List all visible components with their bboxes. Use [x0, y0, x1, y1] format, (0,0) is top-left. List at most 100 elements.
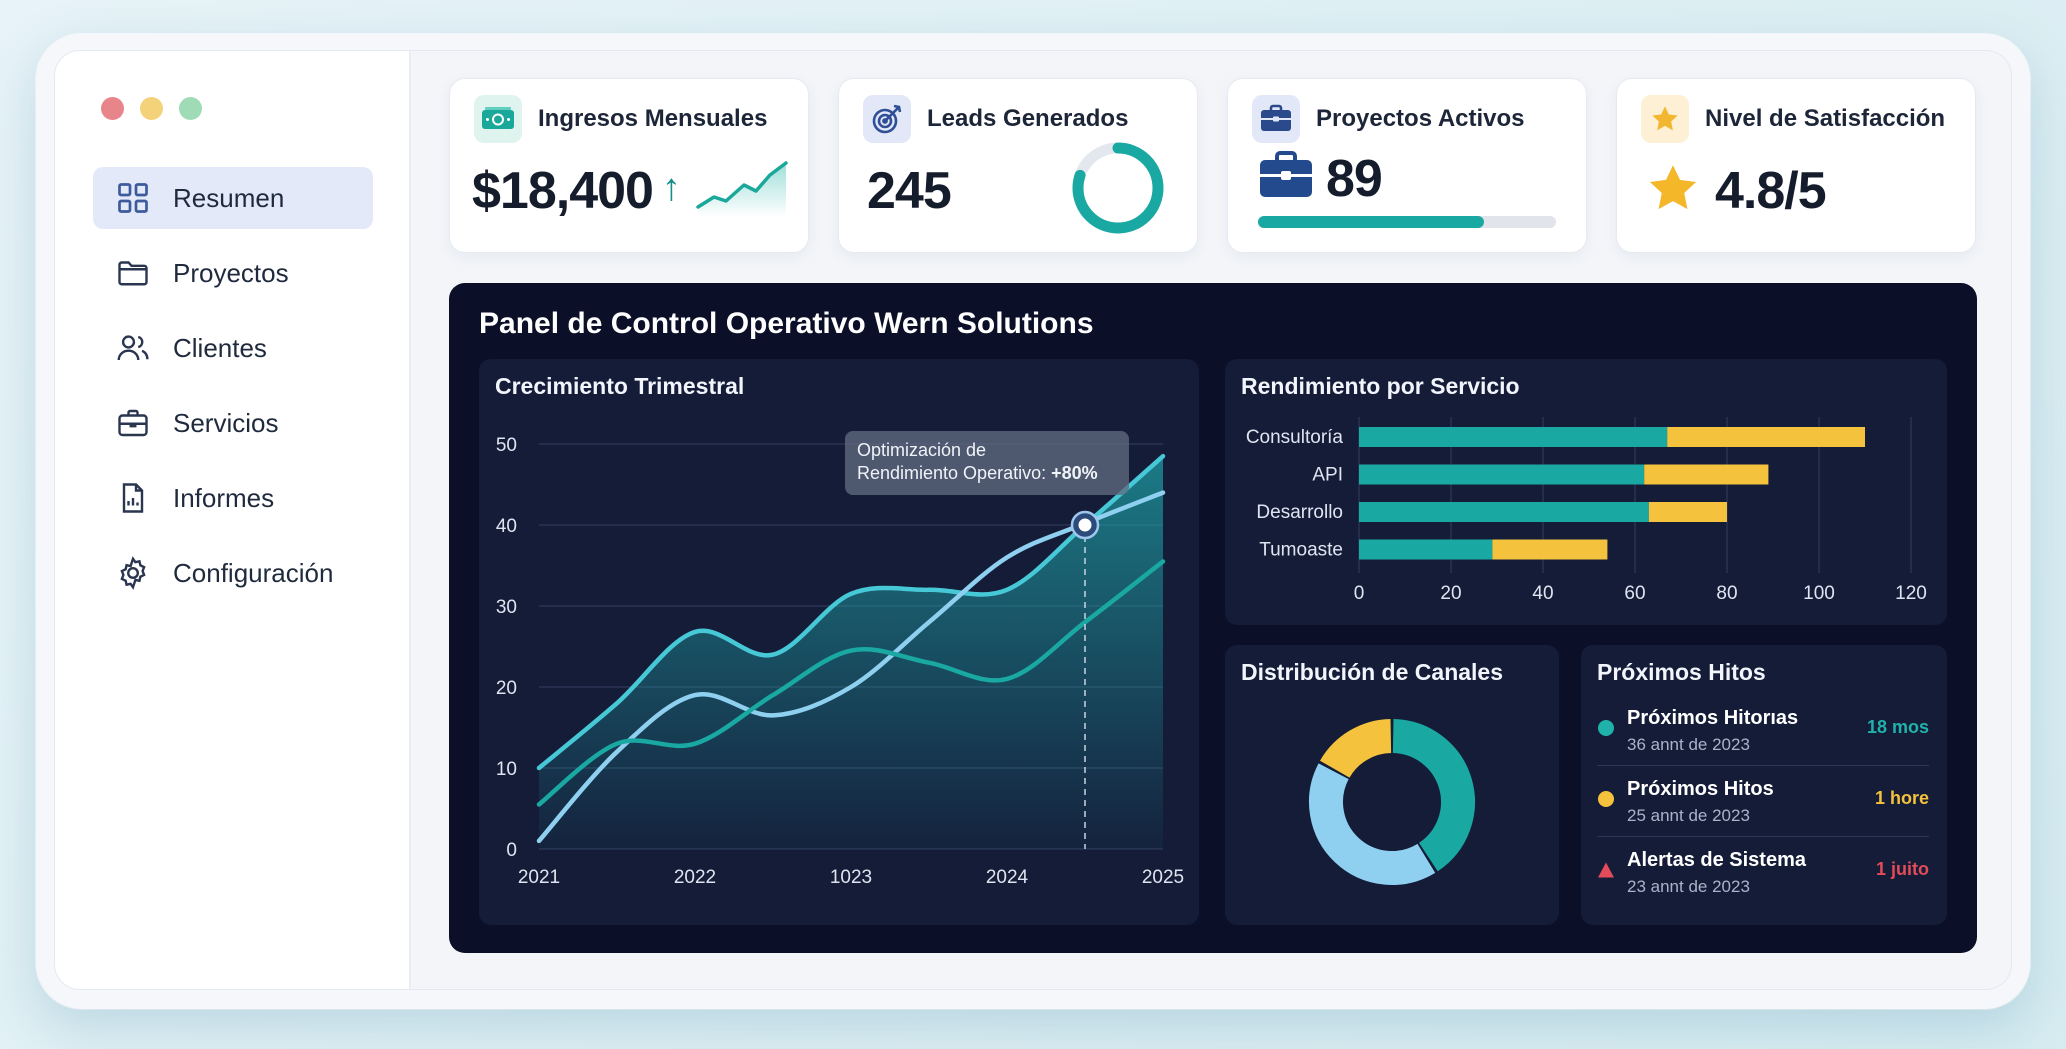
report-icon: [122, 483, 144, 513]
x-tick-label: 2021: [518, 867, 560, 888]
x-tick-label: 120: [1895, 583, 1927, 604]
folder-icon: [118, 261, 148, 286]
minimize-dot[interactable]: [140, 97, 163, 120]
kpi-value: 245: [867, 162, 952, 220]
x-tick-label: 0: [1354, 583, 1365, 604]
operations-panel: Panel de Control Operativo Wern Solution…: [449, 283, 1977, 953]
milestone-item[interactable]: Próximos Hitos 25 annt de 2023 1 hore: [1597, 776, 1929, 846]
milestone-time: 1 juito: [1876, 859, 1929, 879]
service-chart-title: Rendimiento por Servicio: [1241, 373, 1520, 399]
target-icon: [863, 95, 911, 143]
category-label: Consultoría: [1246, 427, 1344, 448]
projects-progress-track: [1258, 216, 1556, 228]
sidebar-item-servicios[interactable]: Servicios: [93, 392, 373, 454]
x-tick-label: 2022: [674, 867, 716, 888]
x-tick-label: 60: [1624, 583, 1645, 604]
kpi-title: Leads Generados: [927, 105, 1129, 132]
x-tick-label: 2025: [1142, 867, 1184, 888]
star-large-icon: [1649, 165, 1697, 210]
app-window: Resumen Proyectos Clientes: [54, 50, 2012, 990]
x-tick-label: 80: [1716, 583, 1737, 604]
donut-slice-2: [1320, 719, 1392, 779]
briefcase-icon: [118, 409, 148, 437]
tooltip-line-2: Rendimiento Operativo: +80%: [857, 462, 1117, 485]
category-label: Tumoaste: [1259, 540, 1343, 561]
status-dot-icon: [1598, 791, 1614, 807]
kpi-satisfaccion-card[interactable]: Nivel de Satisfacción 4.8/5: [1616, 78, 1976, 253]
series-line-0: [536, 453, 1166, 771]
bar-segment-1: [1492, 539, 1608, 560]
chart-tooltip: Optimización de Rendimiento Operativo: +…: [845, 431, 1129, 495]
kpi-ingresos-card[interactable]: Ingresos Mensuales $18,400 ↑: [449, 78, 809, 253]
x-tick-label: 20: [1440, 583, 1461, 604]
bar-segment-1: [1644, 464, 1769, 485]
milestone-title: Próximos Hitorıas: [1627, 707, 1799, 729]
trend-up-icon: ↑: [662, 167, 681, 209]
x-tick-label: 2024: [986, 867, 1029, 888]
milestone-time: 1 hore: [1874, 788, 1929, 808]
milestone-time: 18 mos: [1866, 717, 1929, 737]
kpi-value: 4.8/5: [1715, 162, 1827, 220]
sidebar-item-label: Servicios: [173, 408, 279, 438]
star-icon: [1641, 95, 1689, 143]
x-tick-label: 1023: [830, 867, 872, 888]
service-chart[interactable]: 0 20 40 60 80 100 120 Consultoría API Desarrollo T…: [1225, 359, 1947, 625]
milestone-item[interactable]: Alertas de Sistema 23 annt de 2023 1 jui…: [1597, 847, 1929, 917]
series-line-2: [536, 559, 1166, 807]
growth-chart-card: Crecimiento Trimestral 0 10 20 30 40 50 2021 20…: [479, 359, 1199, 925]
growth-chart[interactable]: 0 10 20 30 40 50 2021 2022 1023 2024 2025: [479, 359, 1199, 925]
category-label: Desarrollo: [1256, 502, 1343, 523]
y-tick-label: 0: [506, 840, 517, 861]
category-label: API: [1312, 465, 1343, 486]
y-tick-label: 50: [496, 435, 517, 456]
kpi-proyectos-card[interactable]: Proyectos Activos 89: [1227, 78, 1587, 253]
channels-title: Distribución de Canales: [1241, 659, 1504, 685]
kpi-leads-card[interactable]: Leads Generados 245: [838, 78, 1198, 253]
y-tick-label: 40: [496, 516, 517, 537]
bar-segment-0: [1359, 464, 1645, 485]
tooltip-line-1: Optimización de: [857, 440, 987, 460]
sidebar-item-label: Resumen: [173, 183, 285, 213]
grid-icon: [118, 183, 148, 213]
users-icon: [117, 335, 149, 361]
close-dot[interactable]: [101, 97, 124, 120]
sidebar-item-informes[interactable]: Informes: [93, 467, 373, 529]
service-chart-card: Rendimiento por Servicio 0 20 40 60 80 100 120…: [1225, 359, 1947, 625]
panel-title: Panel de Control Operativo Wern Solution…: [479, 307, 1094, 340]
sidebar-item-configuracion[interactable]: Configuración: [93, 542, 373, 604]
x-tick-label: 100: [1803, 583, 1835, 604]
milestone-date: 23 annt de 2023: [1627, 877, 1750, 896]
window-controls: [101, 97, 202, 120]
series-line-1: [536, 490, 1166, 844]
sidebar-item-label: Configuración: [173, 558, 334, 588]
bar-segment-0: [1359, 539, 1493, 560]
bar-segment-1: [1667, 427, 1865, 447]
sidebar-item-label: Clientes: [173, 333, 267, 363]
milestone-date: 25 annt de 2023: [1627, 806, 1750, 825]
divider: [1597, 836, 1929, 837]
sidebar-item-resumen[interactable]: Resumen: [93, 167, 373, 229]
channels-donut[interactable]: [1225, 645, 1559, 925]
bar-segment-0: [1359, 427, 1668, 447]
sidebar-item-label: Informes: [173, 483, 275, 513]
milestone-title: Próximos Hitos: [1627, 778, 1774, 800]
divider: [1597, 765, 1929, 766]
milestone-item[interactable]: Próximos Hitorıas 36 annt de 2023 18 mos: [1597, 705, 1929, 775]
briefcase-large-icon: [1260, 151, 1312, 197]
highlight-point: [1078, 518, 1092, 532]
milestones-title: Próximos Hitos: [1597, 659, 1766, 685]
tooltip-value: +80%: [1051, 463, 1098, 483]
sidebar-item-clientes[interactable]: Clientes: [93, 317, 373, 379]
tooltip-label: Rendimiento Operativo:: [857, 463, 1052, 483]
bar-segment-0: [1359, 502, 1649, 522]
kpi-value: 89: [1326, 150, 1383, 208]
sidebar: Resumen Proyectos Clientes: [55, 51, 411, 989]
maximize-dot[interactable]: [179, 97, 202, 120]
sidebar-nav: Resumen Proyectos Clientes: [93, 167, 373, 617]
milestones-card: Próximos Hitos Próximos Hitorıas 36 annt…: [1581, 645, 1947, 925]
milestone-title: Alertas de Sistema: [1627, 849, 1806, 871]
sparkline: [696, 161, 788, 217]
growth-chart-title: Crecimiento Trimestral: [495, 373, 745, 399]
sidebar-item-proyectos[interactable]: Proyectos: [93, 242, 373, 304]
kpi-title: Proyectos Activos: [1316, 105, 1525, 132]
